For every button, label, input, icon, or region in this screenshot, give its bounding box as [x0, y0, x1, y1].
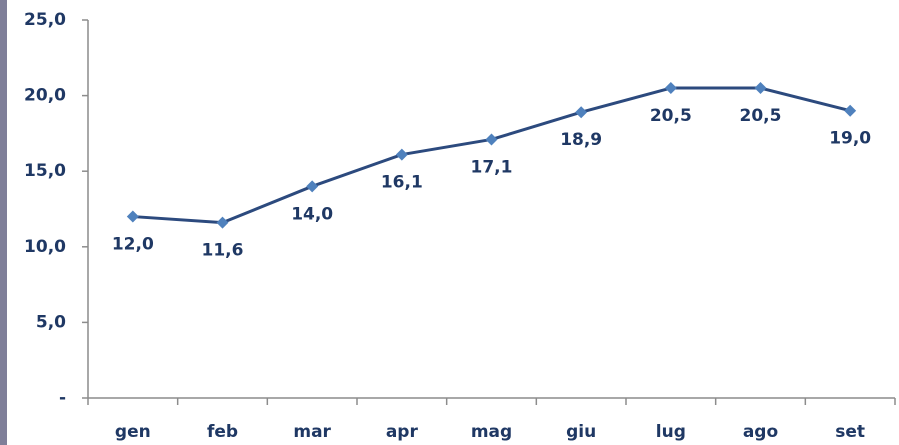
marker: [306, 180, 319, 193]
data-label: 19,0: [829, 129, 871, 149]
data-label: 17,1: [471, 157, 513, 177]
marker: [126, 210, 139, 223]
data-label: 12,0: [112, 235, 154, 255]
data-label: 20,5: [650, 106, 692, 126]
y-tick-label: 10,0: [24, 237, 66, 257]
y-tick-label: -: [59, 388, 66, 408]
x-tick-label: apr: [386, 422, 419, 442]
x-tick-label: giu: [566, 422, 596, 442]
marker: [216, 216, 229, 229]
data-label: 14,0: [291, 204, 333, 224]
data-label: 20,5: [740, 106, 782, 126]
data-label: 11,6: [202, 241, 244, 261]
x-tick-label: set: [835, 422, 865, 442]
x-tick-label: ago: [743, 422, 778, 442]
y-tick-label: 20,0: [24, 86, 66, 106]
x-tick-label: mag: [471, 422, 512, 442]
x-tick-label: feb: [207, 422, 238, 442]
x-tick-label: gen: [115, 422, 151, 442]
marker: [485, 133, 498, 146]
window-edge: [0, 0, 7, 445]
marker: [575, 106, 588, 119]
y-tick-label: 15,0: [24, 161, 66, 181]
data-label: 18,9: [560, 130, 602, 150]
marker: [664, 82, 677, 95]
y-tick-label: 5,0: [36, 312, 66, 332]
marker: [844, 104, 857, 117]
x-tick-label: lug: [656, 422, 686, 442]
x-tick-label: mar: [293, 422, 331, 442]
marker: [754, 82, 767, 95]
y-tick-label: 25,0: [24, 10, 66, 30]
data-label: 16,1: [381, 173, 423, 193]
marker: [395, 148, 408, 161]
